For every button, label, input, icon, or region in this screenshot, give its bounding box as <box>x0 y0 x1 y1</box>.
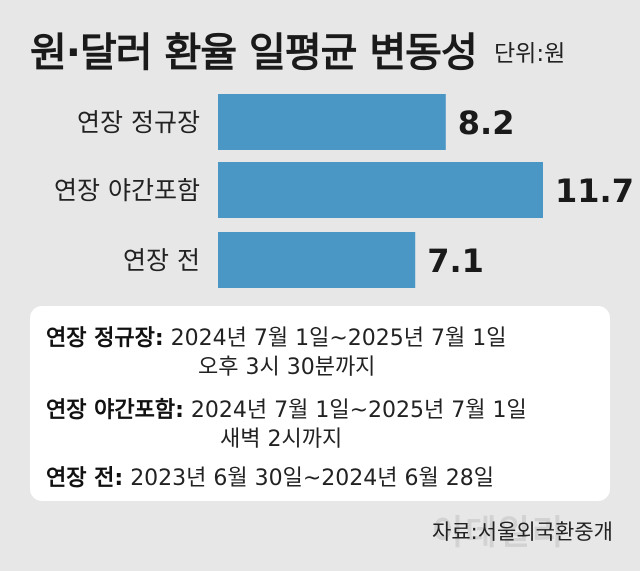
bar <box>218 232 416 288</box>
note-before-label: 연장 전: <box>46 466 124 491</box>
watermark-logo: 이데일리 <box>432 513 566 553</box>
category-label: 연장 정규장 <box>77 108 200 137</box>
note-night-time: 새벽 2시까지 <box>220 427 343 452</box>
source-label: 자료:서울외국환중개 <box>432 520 613 544</box>
unit-label: 단위:원 <box>494 41 566 67</box>
note-regular: 연장 정규장: 2024년 7월 1일~2025년 7월 1일 <box>46 320 506 352</box>
category-label: 연장 전 <box>123 246 200 275</box>
bar <box>218 162 543 218</box>
category-label: 연장 야간포함 <box>54 176 200 205</box>
note-night-period: 2024년 7월 1일~2025년 7월 1일 <box>190 398 527 423</box>
note-regular-time: 오후 3시 30분까지 <box>198 355 376 380</box>
note-before-period: 2023년 6월 30일~2024년 6월 28일 <box>130 466 494 491</box>
note-night-label: 연장 야간포함: <box>46 398 184 423</box>
value-label: 8.2 <box>458 104 515 142</box>
note-night: 연장 야간포함: 2024년 7월 1일~2025년 7월 1일 <box>46 392 527 424</box>
notes-box: 연장 정규장: 2024년 7월 1일~2025년 7월 1일 오후 3시 30… <box>30 306 610 501</box>
note-regular-label: 연장 정규장: <box>46 326 164 351</box>
note-before: 연장 전: 2023년 6월 30일~2024년 6월 28일 <box>46 460 494 492</box>
chart-title: 원·달러 환율 일평균 변동성 <box>30 30 478 76</box>
value-label: 7.1 <box>427 242 484 280</box>
bar <box>218 94 446 150</box>
bar-chart: 연장 정규장 8.2 연장 야간포함 11.7 연장 전 7.1 <box>54 94 634 288</box>
note-regular-period: 2024년 7월 1일~2025년 7월 1일 <box>170 326 507 351</box>
value-label: 11.7 <box>555 172 634 210</box>
